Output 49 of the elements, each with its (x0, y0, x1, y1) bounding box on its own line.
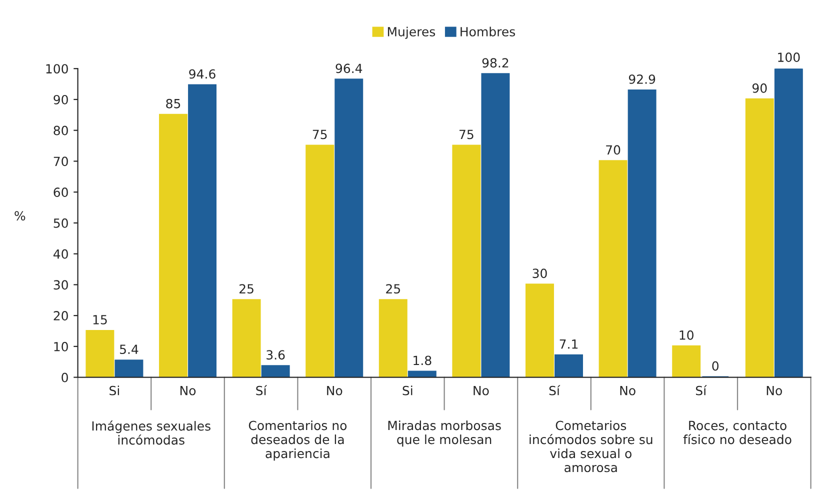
data-label: 85 (166, 98, 180, 108)
y-tick-label: 80 (54, 126, 68, 136)
data-label: 94.6 (189, 69, 216, 79)
data-label: 75 (460, 130, 474, 140)
data-label: 0 (712, 361, 719, 371)
text: Roces, contacto físico no deseado (683, 420, 792, 444)
data-label: 70 (606, 145, 620, 155)
y-tick-label: 0 (62, 372, 68, 382)
x-tick-label: Sí (549, 385, 560, 396)
x-tick-label: Sí (696, 385, 707, 396)
data-label: 25 (240, 284, 254, 294)
y-tick-label: 20 (54, 311, 68, 320)
data-label: 7.1 (560, 340, 578, 349)
x-tick-label: No (766, 386, 782, 396)
x-tick-label: Si (110, 386, 119, 396)
y-tick-label: 30 (54, 280, 68, 290)
y-tick-label: 40 (53, 249, 68, 259)
x-tick-label: No (180, 386, 196, 396)
data-label: 96.4 (336, 64, 362, 74)
y-tick-label: 10 (54, 342, 68, 352)
y-tick-label: 90 (54, 94, 68, 104)
data-label: 75 (312, 130, 327, 140)
x-tick-label: Sí (256, 385, 268, 396)
data-label: 92.9 (628, 74, 656, 84)
text: Comentarios no deseados de la apariencia (248, 420, 347, 461)
y-tick-label: 60 (54, 188, 68, 198)
y-tick-label: 100 (46, 64, 68, 74)
data-label: 10 (680, 330, 694, 340)
y-tick-label: 50 (54, 218, 68, 228)
x-tick-label: No (327, 386, 342, 396)
data-label: 1.8 (414, 356, 432, 366)
data-label: 3.6 (266, 350, 285, 360)
data-label: 98.2 (482, 58, 508, 68)
data-label: 30 (532, 268, 547, 278)
y-tick-label: 70 (54, 156, 68, 166)
x-tick-label: No (474, 386, 489, 396)
x-tick-label: Si (402, 386, 412, 396)
text: Miradas morbosas que le molesan (388, 420, 501, 447)
data-label: 25 (386, 284, 400, 294)
text: Cometarios incómodos sobre su vida sexual o amorosa (530, 420, 652, 472)
y-axis-title: % (14, 211, 26, 221)
x-tick-label: No (620, 386, 636, 396)
data-label: 5.4 (120, 344, 138, 354)
data-label: 100 (778, 52, 800, 62)
text: Imágenes sexuales incómodas (92, 420, 210, 445)
legend-label: Hombres (460, 26, 516, 36)
data-label: 90 (752, 83, 767, 93)
data-label: 15 (93, 315, 107, 324)
legend-label: Mujeres (388, 26, 436, 39)
